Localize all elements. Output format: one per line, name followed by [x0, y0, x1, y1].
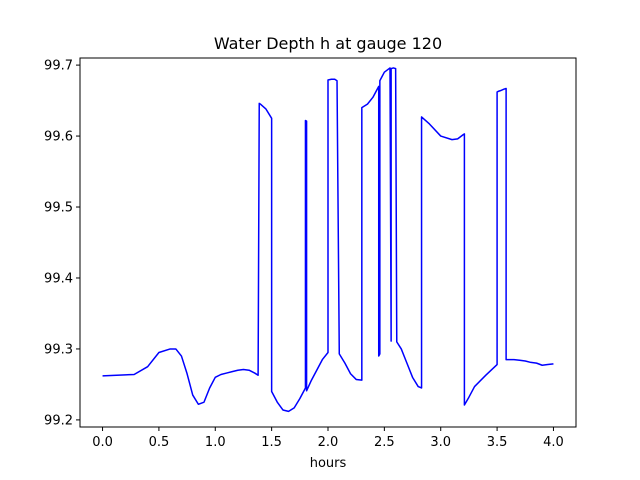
x-tick-label: 0.5 — [149, 435, 170, 450]
x-tick-label: 1.5 — [261, 435, 282, 450]
x-tick-label: 3.5 — [487, 435, 508, 450]
x-tick-label: 2.5 — [374, 435, 395, 450]
y-tick-label: 99.3 — [44, 342, 73, 357]
x-tick-label: 1.0 — [205, 435, 226, 450]
x-tick-label: 2.0 — [318, 435, 339, 450]
y-tick-label: 99.6 — [44, 130, 73, 145]
y-tick-label: 99.2 — [44, 413, 73, 428]
x-axis-label: hours — [310, 456, 347, 471]
y-tick-label: 99.4 — [44, 271, 73, 286]
x-tick-label: 0.0 — [92, 435, 113, 450]
x-tick-label: 3.0 — [430, 435, 451, 450]
x-tick-label: 4.0 — [543, 435, 564, 450]
series-line-0 — [102, 67, 554, 413]
chart-title: Water Depth h at gauge 120 — [214, 34, 442, 53]
y-tick-label: 99.5 — [44, 201, 73, 216]
y-tick-label: 99.7 — [44, 59, 73, 74]
